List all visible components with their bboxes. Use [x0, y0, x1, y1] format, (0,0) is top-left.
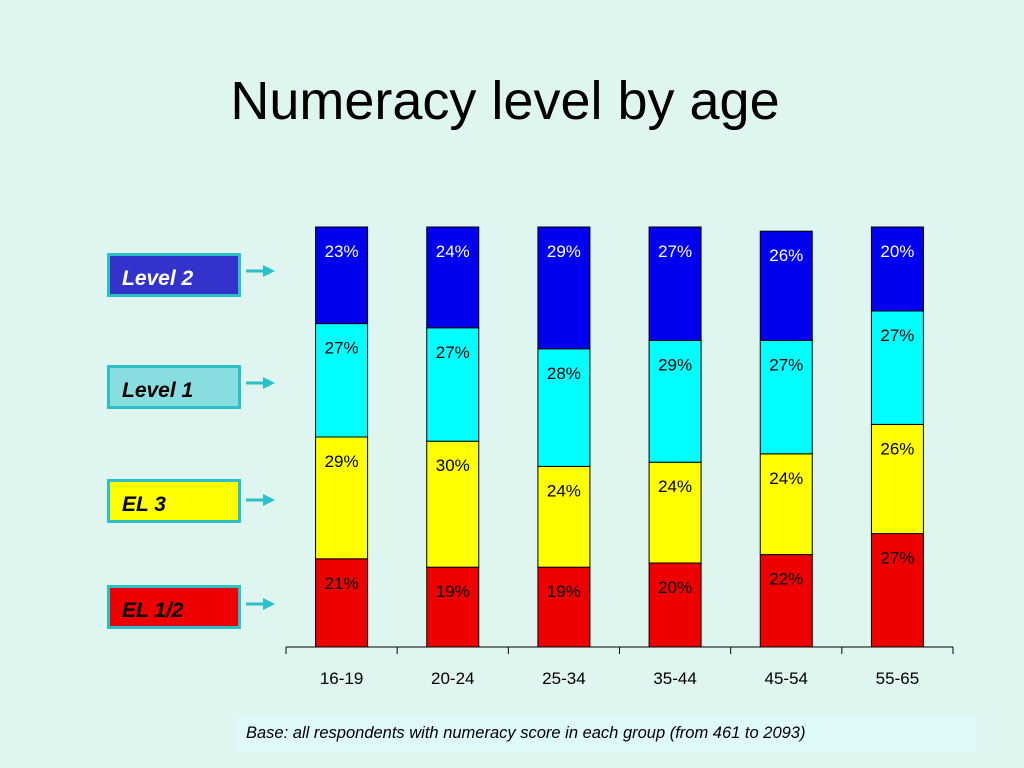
- legend-arrow-level-1: [246, 377, 275, 389]
- data-label-el-3-16-19: 29%: [325, 452, 359, 471]
- page-title: Numeracy level by age: [230, 71, 780, 131]
- data-label-el-3-25-34: 24%: [547, 481, 581, 500]
- base-note: Base: all respondents with numeracy scor…: [236, 716, 976, 752]
- legend-arrow-el-1-2: [246, 598, 275, 610]
- data-label-level-1-16-19: 27%: [325, 339, 359, 358]
- data-label-level-2-20-24: 24%: [436, 242, 470, 261]
- bar-level-2-45-54: [759, 230, 813, 341]
- bar-el-1-2-16-19: [315, 558, 369, 648]
- bar-level-1-16-19: [315, 323, 369, 438]
- bar-el-3-55-65: [870, 423, 924, 535]
- bar-el-1-2-20-24: [426, 566, 480, 648]
- data-label-level-1-35-44: 29%: [658, 355, 692, 374]
- data-label-el-1-2-25-34: 19%: [547, 582, 581, 601]
- data-label-el-3-45-54: 24%: [769, 469, 803, 488]
- data-label-level-2-16-19: 23%: [325, 242, 359, 261]
- tick-label-55-65: 55-65: [876, 669, 919, 688]
- data-label-level-1-25-34: 28%: [547, 364, 581, 383]
- data-label-level-1-55-65: 27%: [880, 326, 914, 345]
- tick-label-35-44: 35-44: [653, 669, 696, 688]
- tick-label-16-19: 16-19: [320, 669, 363, 688]
- data-label-level-1-45-54: 27%: [769, 355, 803, 374]
- data-label-el-1-2-55-65: 27%: [880, 549, 914, 568]
- data-label-level-2-25-34: 29%: [547, 242, 581, 261]
- legend-item-level-1: Level 1: [107, 365, 241, 409]
- data-label-level-1-20-24: 27%: [436, 343, 470, 362]
- data-label-el-3-55-65: 26%: [880, 439, 914, 458]
- data-label-el-3-35-44: 24%: [658, 477, 692, 496]
- bar-level-1-45-54: [759, 339, 813, 455]
- legend-item-el-3: EL 3: [107, 479, 241, 523]
- bar-level-2-55-65: [870, 226, 924, 312]
- data-label-el-1-2-16-19: 21%: [325, 574, 359, 593]
- data-label-el-1-2-45-54: 22%: [769, 570, 803, 589]
- tick-label-25-34: 25-34: [542, 669, 585, 688]
- bar-level-2-16-19: [315, 226, 369, 325]
- bar-el-3-20-24: [426, 440, 480, 568]
- bar-level-2-25-34: [537, 226, 591, 350]
- data-label-el-3-20-24: 30%: [436, 456, 470, 475]
- legend-label-level-2: Level 2: [122, 267, 194, 290]
- tick-label-20-24: 20-24: [431, 669, 474, 688]
- data-label-level-2-35-44: 27%: [658, 242, 692, 261]
- legend-arrow-el-3: [246, 494, 275, 506]
- bars-layer: 21% 29% 27% 23% 19% 30% 27% 24% 19% 24% 28% 29% 20% 2…: [315, 226, 924, 648]
- bar-level-1-25-34: [537, 348, 591, 467]
- data-label-el-1-2-20-24: 19%: [436, 582, 470, 601]
- legend-item-el-1-2: EL 1/2: [107, 585, 241, 629]
- bar-level-1-20-24: [426, 327, 480, 442]
- bar-el-3-25-34: [537, 465, 591, 568]
- tick-label-45-54: 45-54: [765, 669, 808, 688]
- legend-label-el-1-2: EL 1/2: [122, 599, 184, 622]
- bar-el-3-35-44: [648, 461, 702, 564]
- bar-level-1-35-44: [648, 339, 702, 463]
- bar-el-1-2-25-34: [537, 566, 591, 648]
- bar-el-1-2-55-65: [870, 533, 924, 648]
- legend-arrows: [246, 265, 275, 610]
- legend-item-level-2: Level 2: [107, 253, 241, 297]
- data-label-level-2-45-54: 26%: [769, 246, 803, 265]
- data-label-level-2-55-65: 20%: [880, 242, 914, 261]
- x-axis: 16-19 20-24 25-34 35-44 45-54 55-65: [285, 646, 954, 688]
- bar-level-2-20-24: [426, 226, 480, 329]
- data-label-el-1-2-35-44: 20%: [658, 578, 692, 597]
- legend-label-level-1: Level 1: [122, 379, 194, 402]
- legend-label-el-3: EL 3: [122, 493, 166, 516]
- bar-level-1-55-65: [870, 310, 924, 425]
- bar-level-2-35-44: [648, 226, 702, 341]
- legend-arrow-level-2: [246, 265, 275, 277]
- bar-el-1-2-35-44: [648, 562, 702, 648]
- bar-el-1-2-45-54: [759, 554, 813, 648]
- bar-el-3-16-19: [315, 436, 369, 560]
